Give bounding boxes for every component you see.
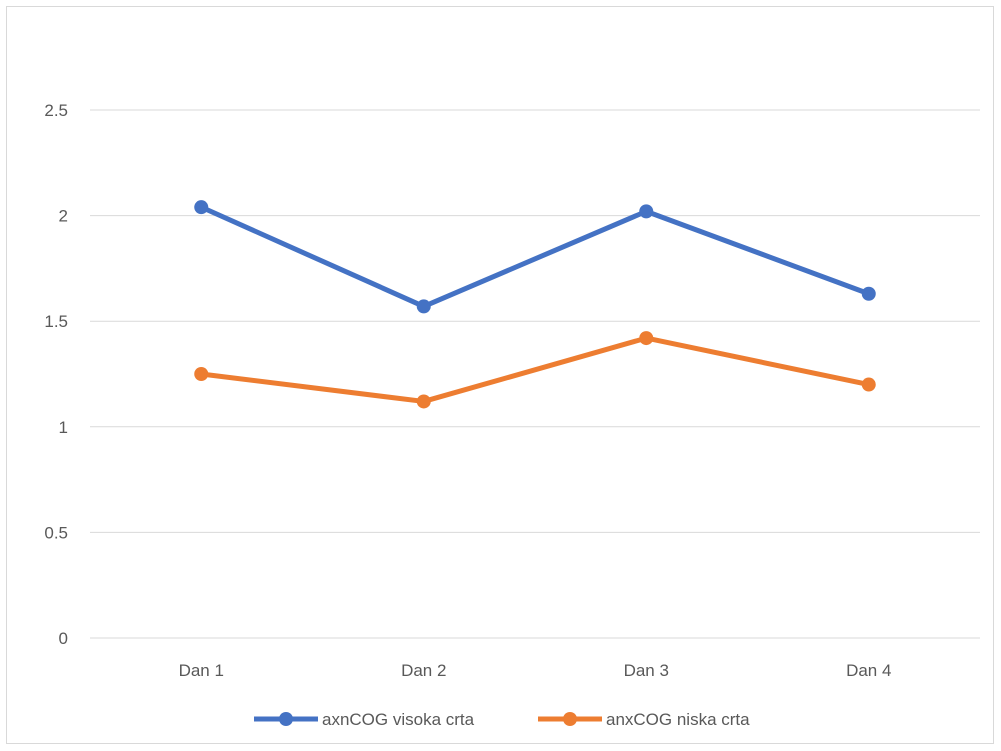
series-group: [194, 200, 876, 409]
legend-marker-0: [279, 712, 293, 726]
x-tick-label-1: Dan 2: [401, 661, 446, 680]
x-axis-tick-labels: Dan 1 Dan 2 Dan 3 Dan 4: [179, 661, 892, 680]
data-point-0-1: [416, 299, 431, 314]
y-tick-label-0: 0: [59, 629, 68, 648]
y-tick-label-3: 1.5: [44, 312, 68, 331]
y-tick-label-4: 2: [59, 207, 68, 226]
series-1: [194, 331, 876, 409]
data-point-0-2: [639, 204, 654, 219]
y-axis-tick-labels: 0 0.5 1 1.5 2 2.5: [44, 101, 68, 648]
legend-item-1: anxCOG niska crta: [538, 710, 750, 729]
series-line-0: [198, 204, 872, 309]
x-tick-label-2: Dan 3: [624, 661, 669, 680]
data-point-0-3: [861, 286, 876, 301]
x-tick-label-3: Dan 4: [846, 661, 891, 680]
y-tick-label-1: 0.5: [44, 523, 68, 542]
legend-marker-1: [563, 712, 577, 726]
legend-label-0: axnCOG visoka crta: [322, 710, 475, 729]
y-tick-label-5: 2.5: [44, 101, 68, 120]
data-point-1-3: [861, 377, 876, 392]
data-point-1-0: [194, 367, 209, 381]
legend: axnCOG visoka crta anxCOG niska crta: [254, 710, 750, 729]
data-point-1-1: [416, 394, 431, 409]
data-point-1-2: [639, 331, 654, 346]
series-line-1: [198, 335, 872, 404]
legend-label-1: anxCOG niska crta: [606, 710, 750, 729]
data-point-0-0: [194, 200, 209, 215]
x-tick-label-0: Dan 1: [179, 661, 224, 680]
legend-item-0: axnCOG visoka crta: [254, 710, 475, 729]
y-tick-label-2: 1: [59, 418, 68, 437]
gridlines: [90, 109, 980, 639]
series-0: [194, 200, 876, 314]
